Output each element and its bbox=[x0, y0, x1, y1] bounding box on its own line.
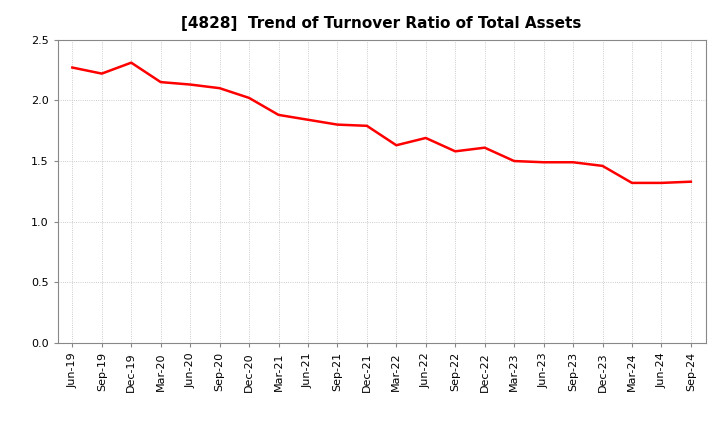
Title: [4828]  Trend of Turnover Ratio of Total Assets: [4828] Trend of Turnover Ratio of Total … bbox=[181, 16, 582, 32]
